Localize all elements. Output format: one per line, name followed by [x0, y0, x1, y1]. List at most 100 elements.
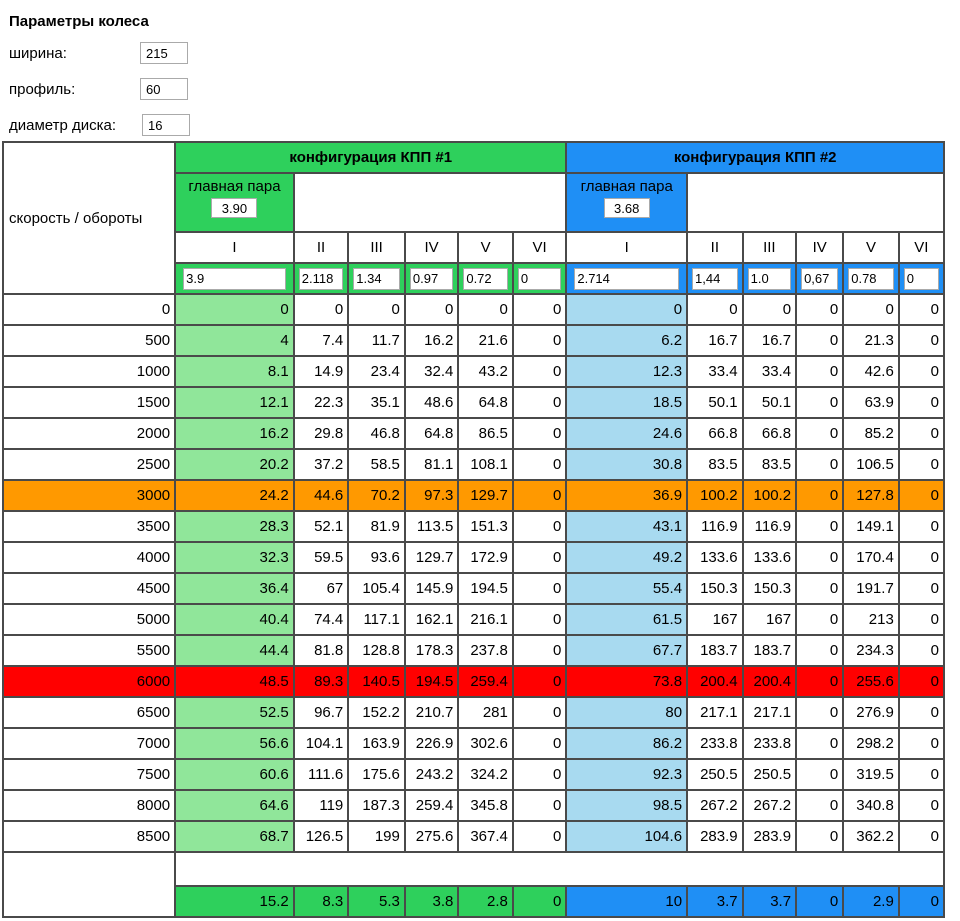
- config1-speed-cell: 0: [513, 450, 566, 479]
- config1-gear-ratio-input[interactable]: [183, 267, 286, 290]
- config2-gear-ratio-input[interactable]: [574, 267, 680, 290]
- config1-speed-cell: 140.5: [349, 667, 404, 696]
- config2-speed-cell: 0: [899, 543, 943, 572]
- config2-speed-cell: 63.9: [844, 388, 898, 417]
- config1-speed-cell: 43.2: [459, 357, 512, 386]
- config2-ratio-cell: [797, 264, 843, 293]
- config1-gear-ratio-input[interactable]: [298, 267, 344, 290]
- config2-gear-ratio-input[interactable]: [747, 267, 792, 290]
- config1-speed-cell: 81.8: [294, 636, 348, 665]
- config2-main-pair-input[interactable]: [603, 198, 650, 218]
- config1-speed-cell: 11.7: [349, 326, 404, 355]
- config1-gear-ratio-input[interactable]: [463, 267, 508, 290]
- config1-speed-cell: 237.8: [459, 636, 512, 665]
- config2-footer-cell: 0: [899, 887, 943, 916]
- config1-speed-cell: 28.3: [176, 512, 293, 541]
- config1-footer-cell: 8.3: [294, 887, 348, 916]
- config2-speed-cell: 0: [797, 388, 843, 417]
- config1-title: конфигурация КПП #1: [176, 143, 566, 172]
- profile-label: профиль:: [9, 81, 76, 98]
- config2-speed-cell: 98.5: [567, 791, 687, 820]
- config2-gear-ratio-input[interactable]: [903, 267, 939, 290]
- config1-speed-cell: 0: [513, 791, 566, 820]
- config1-footer-cell: 0: [513, 887, 566, 916]
- config2-speed-cell: 16.7: [743, 326, 796, 355]
- config1-speed-cell: 0: [513, 760, 566, 789]
- config2-speed-cell: 0: [899, 791, 943, 820]
- config1-speed-cell: 119: [294, 791, 348, 820]
- config1-speed-cell: 4: [176, 326, 293, 355]
- config2-speed-cell: 36.9: [567, 481, 687, 510]
- config2-speed-cell: 33.4: [743, 357, 796, 386]
- config2-speed-cell: 106.5: [844, 450, 898, 479]
- profile-input[interactable]: [140, 78, 188, 100]
- config1-speed-cell: 367.4: [459, 822, 512, 851]
- config2-speed-cell: 0: [797, 729, 843, 758]
- config2-speed-cell: 0: [899, 419, 943, 448]
- config2-speed-cell: 0: [797, 698, 843, 727]
- rpm-cell: 1000: [4, 357, 175, 386]
- config1-gear-ratio-input[interactable]: [409, 267, 454, 290]
- config2-speed-cell: 0: [797, 295, 843, 324]
- disk-diameter-input[interactable]: [142, 114, 190, 136]
- config1-speed-cell: 86.5: [459, 419, 512, 448]
- config2-speed-cell: 0: [899, 729, 943, 758]
- config1-speed-cell: 194.5: [405, 667, 458, 696]
- config2-speed-cell: 0: [844, 295, 898, 324]
- config1-speed-cell: 32.4: [405, 357, 458, 386]
- rpm-cell: 3500: [4, 512, 175, 541]
- config1-speed-cell: 0: [405, 295, 458, 324]
- config1-speed-cell: 0: [513, 636, 566, 665]
- wheel-params-panel: Параметры колеса ширина: профиль: диамет…: [9, 9, 190, 145]
- config1-speed-cell: 44.6: [294, 481, 348, 510]
- config2-speed-cell: 18.5: [567, 388, 687, 417]
- config1-speed-cell: 89.3: [294, 667, 348, 696]
- config1-main-pair-input[interactable]: [211, 198, 258, 218]
- config2-speed-cell: 0: [899, 295, 943, 324]
- config1-speed-cell: 81.1: [405, 450, 458, 479]
- config1-speed-cell: 302.6: [459, 729, 512, 758]
- config1-speed-cell: 113.5: [405, 512, 458, 541]
- config2-gear-ratio-input[interactable]: [692, 267, 738, 290]
- config2-gear-ratio-input[interactable]: [848, 267, 894, 290]
- speed-row: 8500 68.7 126.5 199 275.6 367.4 0 104.6 283.9 283…: [4, 822, 943, 851]
- rpm-cell: 1500: [4, 388, 175, 417]
- config2-speed-cell: 6.2: [567, 326, 687, 355]
- config2-speed-cell: 61.5: [567, 605, 687, 634]
- config1-speed-cell: 35.1: [349, 388, 404, 417]
- speed-row: 1000 8.1 14.9 23.4 32.4 43.2 0 12.3 33.4 33.4 0 42.…: [4, 357, 943, 386]
- config1-speed-cell: 259.4: [459, 667, 512, 696]
- speed-row: 4500 36.4 67 105.4 145.9 194.5 0 55.4 150.3 150.3…: [4, 574, 943, 603]
- config1-speed-cell: 243.2: [405, 760, 458, 789]
- config2-speed-cell: 150.3: [688, 574, 742, 603]
- config1-gear-ratio-input[interactable]: [517, 267, 562, 290]
- config2-speed-cell: 319.5: [844, 760, 898, 789]
- profile-row: профиль:: [9, 73, 188, 109]
- config1-footer-cell: 5.3: [349, 887, 404, 916]
- config-header-row: скорость / обороты конфигурация КПП #1 к…: [4, 143, 943, 293]
- config2-speed-cell: 233.8: [688, 729, 742, 758]
- config2-speed-cell: 150.3: [743, 574, 796, 603]
- config2-speed-cell: 80: [567, 698, 687, 727]
- config2-speed-cell: 183.7: [743, 636, 796, 665]
- config2-speed-cell: 133.6: [688, 543, 742, 572]
- config1-gear-ratio-input[interactable]: [353, 267, 400, 290]
- config1-speed-cell: 105.4: [349, 574, 404, 603]
- config2-title: конфигурация КПП #2: [567, 143, 943, 172]
- config1-ratio-cell: [349, 264, 404, 293]
- speed-row: 8000 64.6 119 187.3 259.4 345.8 0 98.5 267.2 267.…: [4, 791, 943, 820]
- width-input[interactable]: [140, 42, 188, 64]
- speed-row: 2000 16.2 29.8 46.8 64.8 86.5 0 24.6 66.8 66.8 0 85…: [4, 419, 943, 448]
- config2-speed-cell: 30.8: [567, 450, 687, 479]
- config1-speed-cell: 199: [349, 822, 404, 851]
- config1-gear-header: VI: [513, 233, 566, 262]
- rpm-cell: 7000: [4, 729, 175, 758]
- config2-speed-cell: 250.5: [743, 760, 796, 789]
- config2-speed-cell: 217.1: [743, 698, 796, 727]
- config1-speed-cell: 162.1: [405, 605, 458, 634]
- config2-speed-cell: 133.6: [743, 543, 796, 572]
- config2-gear-ratio-input[interactable]: [801, 267, 839, 290]
- config2-speed-cell: 0: [797, 450, 843, 479]
- config1-speed-cell: 108.1: [459, 450, 512, 479]
- config1-speed-cell: 64.8: [405, 419, 458, 448]
